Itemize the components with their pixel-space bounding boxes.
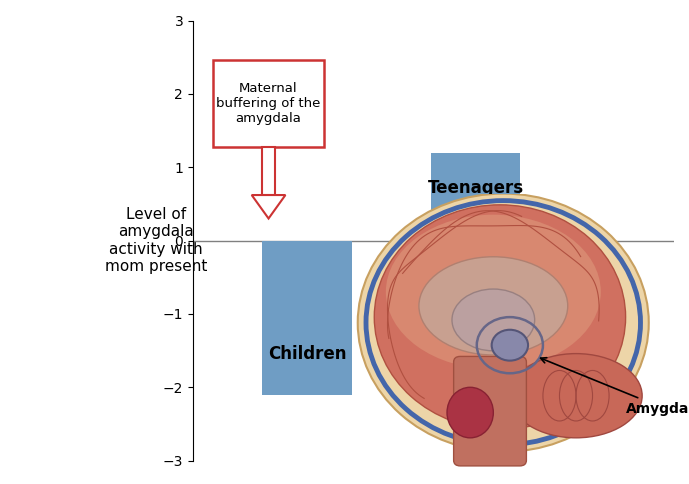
Y-axis label: Level of
amygdala
activity with
mom present: Level of amygdala activity with mom pres… — [105, 207, 207, 274]
Circle shape — [492, 330, 528, 361]
Ellipse shape — [447, 387, 493, 438]
Text: Amygdala: Amygdala — [541, 358, 689, 416]
Ellipse shape — [419, 257, 568, 355]
Polygon shape — [251, 195, 285, 218]
Text: Teenagers: Teenagers — [428, 179, 524, 197]
Ellipse shape — [452, 289, 535, 351]
Ellipse shape — [358, 194, 649, 452]
Ellipse shape — [510, 354, 642, 438]
Bar — [263, 241, 351, 394]
Bar — [431, 152, 520, 241]
Ellipse shape — [374, 205, 626, 429]
Text: Children: Children — [268, 345, 347, 363]
Ellipse shape — [386, 215, 601, 369]
Text: Maternal
buffering of the
amygdala: Maternal buffering of the amygdala — [216, 82, 321, 125]
FancyBboxPatch shape — [453, 356, 526, 466]
Bar — [262, 147, 275, 195]
